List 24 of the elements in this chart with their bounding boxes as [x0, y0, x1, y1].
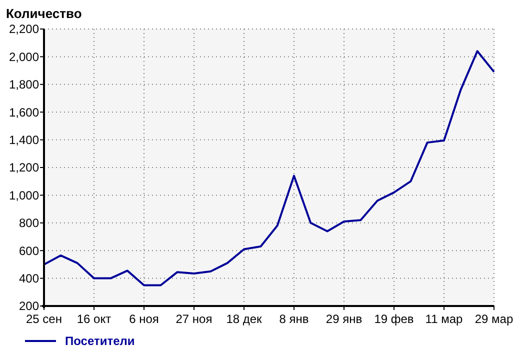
y-tick-label: 400 [18, 272, 40, 286]
y-tick-label: 1,600 [8, 105, 40, 120]
x-tick-label: 6 ноя [129, 312, 159, 326]
y-tick-label: 1,200 [8, 160, 40, 175]
x-tick-label: 18 дек [226, 312, 263, 326]
y-tick-label: 1,400 [8, 133, 40, 147]
y-tick-label: 1,000 [8, 188, 40, 202]
chart-title: Количество [6, 6, 82, 21]
y-tick-label: 2,200 [8, 22, 40, 36]
x-tick-label: 19 фев [374, 312, 414, 326]
y-tick-label: 200 [18, 299, 40, 314]
y-tick-label: 600 [18, 244, 40, 258]
line-series [43, 50, 495, 286]
y-tick-label: 800 [18, 216, 40, 230]
x-tick-label: 29 мар [474, 312, 514, 326]
x-tick-label: 8 янв [279, 312, 309, 326]
legend-label: Посетители [65, 334, 135, 348]
y-tick-label: 1,800 [8, 78, 40, 92]
x-tick-label: 29 янв [326, 312, 362, 326]
x-tick-label: 27 ноя [176, 312, 212, 326]
x-tick-label: 11 мар [425, 312, 464, 326]
y-tick-label: 2,000 [8, 50, 40, 64]
x-tick-label: 16 окт [76, 312, 112, 326]
x-tick-label: 25 сен [26, 312, 62, 326]
